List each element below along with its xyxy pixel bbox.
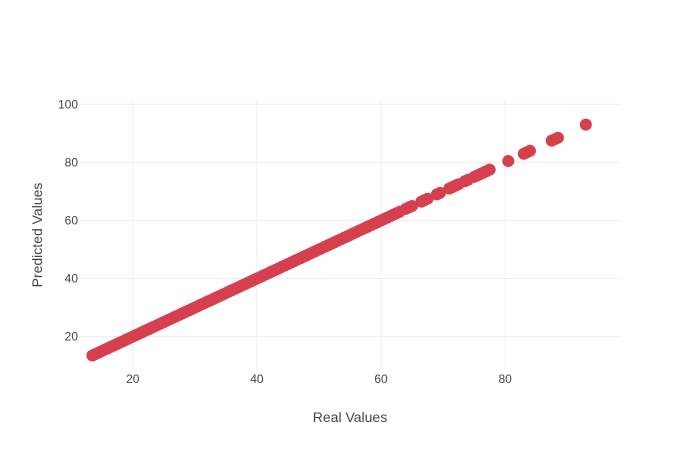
x-tick-label: 40	[250, 372, 264, 386]
y-tick-label: 100	[58, 97, 78, 111]
data-point	[483, 163, 496, 176]
data-point	[421, 192, 434, 205]
data-point	[502, 154, 515, 167]
y-axis-ticks: 20 40 60 80 100	[58, 97, 78, 343]
x-axis-title: Real Values	[313, 409, 387, 425]
y-tick-label: 20	[65, 330, 79, 344]
data-point	[406, 199, 419, 212]
data-point	[551, 131, 564, 144]
gridlines	[80, 100, 620, 370]
y-tick-label: 60	[65, 213, 79, 227]
y-axis-title: Predicted Values	[29, 183, 45, 288]
x-axis-ticks: 20 40 60 80	[126, 372, 512, 386]
data-point	[434, 186, 446, 199]
x-tick-label: 80	[498, 372, 512, 386]
x-tick-label: 20	[126, 372, 140, 386]
y-tick-label: 80	[65, 155, 79, 169]
y-tick-label: 40	[65, 272, 79, 286]
data-point	[524, 144, 536, 157]
x-tick-label: 60	[374, 372, 388, 386]
data-points	[86, 118, 592, 362]
data-point	[579, 118, 592, 131]
